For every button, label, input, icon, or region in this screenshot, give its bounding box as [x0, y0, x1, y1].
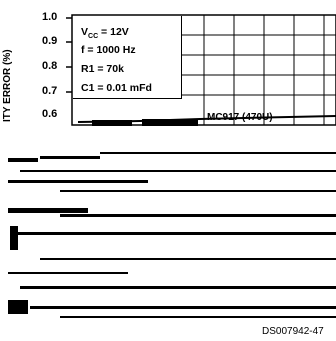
y-tick-label-3: 0.8 [42, 60, 58, 72]
artifact-4 [20, 170, 336, 172]
scan-artifacts [8, 152, 336, 318]
artifact-8 [60, 214, 336, 217]
artifact-12 [8, 272, 128, 274]
artifact-7 [8, 208, 88, 213]
y-tick-label-4: 0.7 [42, 85, 58, 97]
artifact-9 [10, 226, 18, 250]
document-code: DS007942-47 [262, 326, 324, 337]
artifact-6 [60, 190, 336, 192]
artifact-2 [40, 156, 100, 159]
y-tick-label-1: 1.0 [42, 11, 58, 23]
artifact-16 [60, 316, 336, 318]
condition-vcc: VCC = 12V [81, 26, 129, 40]
condition-c1: C1 = 0.01 mFd [81, 82, 152, 94]
condition-vcc-value: = 12V [98, 26, 129, 38]
condition-vcc-symbol: V [81, 26, 89, 38]
artifact-13 [20, 286, 336, 289]
grid [182, 15, 336, 125]
y-axis-label-text: ITY ERROR (%) [2, 49, 13, 122]
y-tick-label-5: 0.6 [42, 108, 58, 120]
curve-band-1 [92, 120, 132, 126]
curve-band-2 [142, 119, 198, 126]
y-axis-label: ITY ERROR (%) [2, 49, 16, 130]
artifact-11 [40, 258, 336, 260]
condition-r1: R1 = 70k [81, 63, 124, 75]
condition-frequency: f = 1000 Hz [81, 44, 136, 56]
artifact-1 [8, 158, 38, 162]
artifact-14 [8, 300, 28, 314]
artifact-3 [100, 152, 336, 154]
series-label: MC917 (470U) [207, 112, 273, 123]
y-tick-label-2: 0.9 [42, 35, 58, 47]
y-tick-marks [66, 17, 72, 93]
artifact-5 [8, 180, 148, 183]
test-conditions-box: VCC = 12V f = 1000 Hz R1 = 70k C1 = 0.01… [73, 16, 182, 99]
condition-vcc-subscript: CC [88, 33, 99, 41]
artifact-10 [14, 232, 336, 235]
artifact-15 [30, 306, 336, 309]
